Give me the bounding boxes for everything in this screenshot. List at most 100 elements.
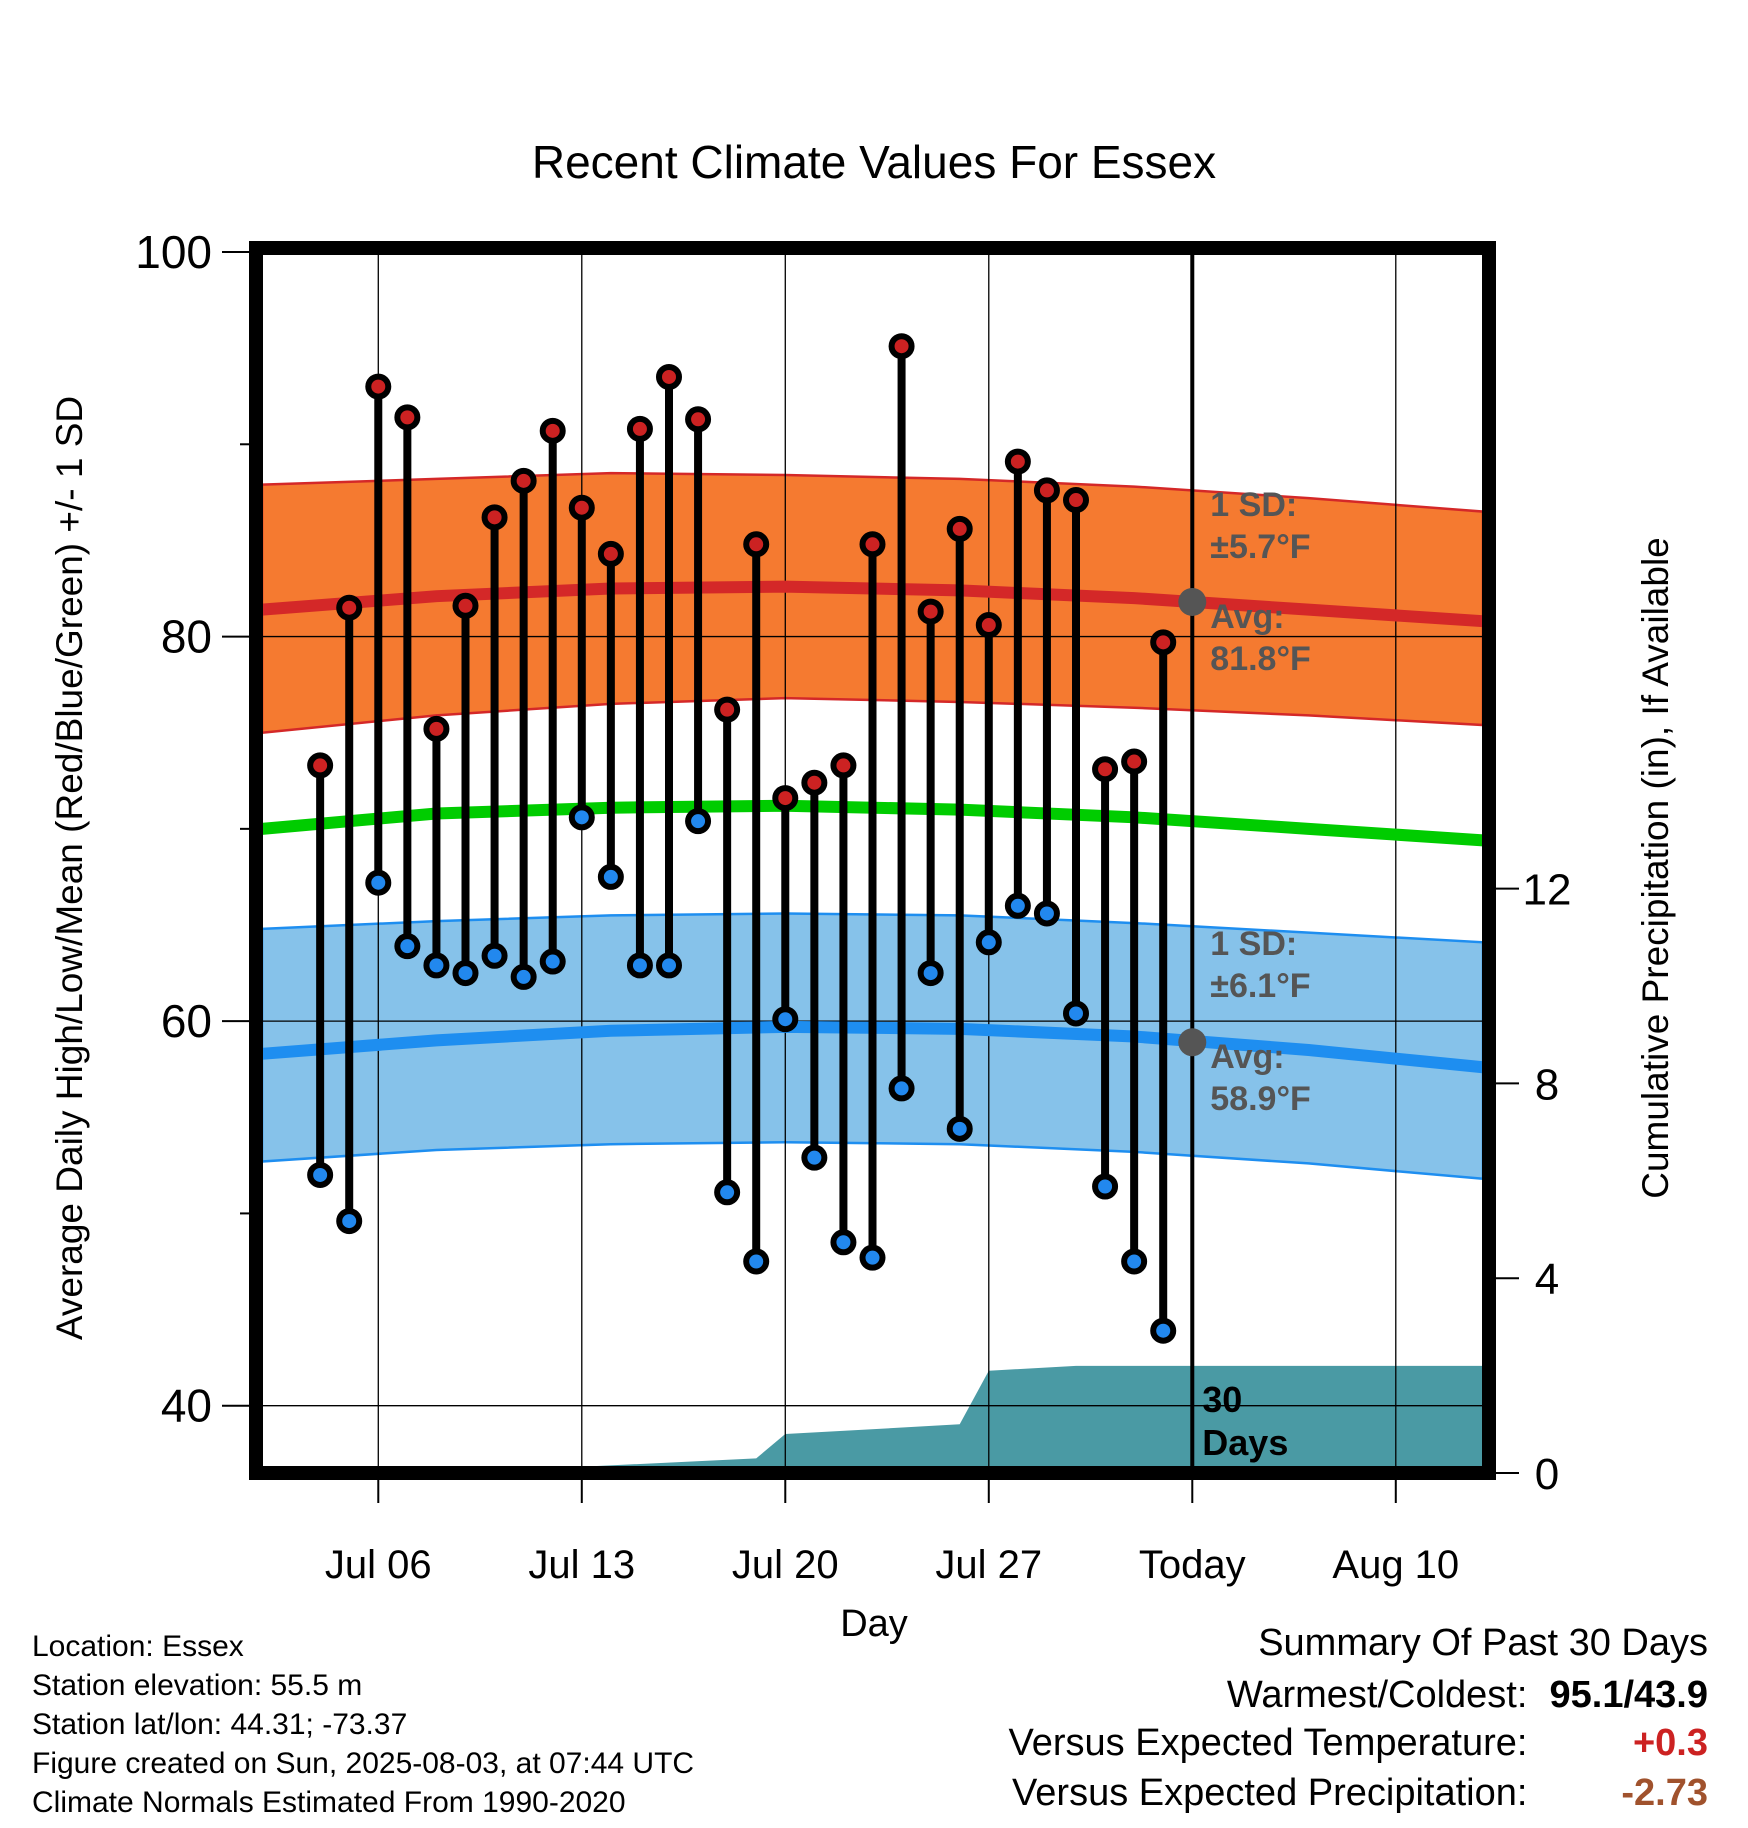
daily-low-point [481,942,508,969]
daily-low-point [452,960,479,987]
footer-location: Location: Essex [32,1630,244,1663]
summary-warm-cold-row: Warmest/Coldest: 95.1/43.9 [1227,1674,1708,1717]
daily-low-point [656,952,682,979]
footer-elevation: Station elevation: 55.5 m [32,1669,363,1702]
daily-high-point [946,515,973,542]
daily-high-point [510,467,537,494]
summary-precip-row: Versus Expected Precipitation: -2.73 [1012,1772,1708,1815]
y2-tick-label: 8 [1535,1060,1559,1109]
daily-low-point [888,1075,915,1102]
precipitation-area [262,1365,1483,1473]
low-avg-label: Avg: [1210,1038,1284,1076]
daily-low-point [1033,900,1060,927]
daily-high-point [801,769,828,796]
summary-warm-cold-value: 95.1/43.9 [1549,1674,1708,1716]
x-tick-label: Jul 06 [325,1543,432,1587]
daily-high-point [394,404,421,431]
daily-low-point [830,1229,857,1256]
daily-high-point [830,752,857,779]
daily-high-point [743,531,770,558]
daily-low-point [307,1161,334,1188]
daily-high-point [423,715,450,742]
daily-low-point [568,804,595,831]
daily-high-point [597,540,624,567]
daily-low-point [1121,1248,1148,1275]
daily-high-point [539,417,566,444]
x-axis-label: Day [840,1603,908,1645]
daily-high-point [1121,748,1148,775]
daily-low-point [365,869,392,896]
daily-high-point [1150,629,1177,656]
daily-high-point [365,373,392,400]
y2-tick-label: 4 [1535,1255,1559,1304]
summary-temp-label: Versus Expected Temperature: [1008,1722,1528,1764]
daily-high-point [626,415,653,442]
daily-low-point [336,1208,363,1235]
high-sd-label: 1 SD: [1210,486,1297,524]
daily-high-point [1063,487,1089,514]
daily-low-point [801,1144,828,1171]
plot-frame [249,241,1496,1480]
today-avg-high-marker [1178,587,1207,616]
daily-low-point [510,963,537,990]
x-tick-label: Today [1139,1543,1246,1587]
daily-high-point [656,363,682,390]
footer-normals: Climate Normals Estimated From 1990-2020 [32,1786,626,1819]
daily-low-point [685,808,712,835]
daily-low-point [423,952,450,979]
period-label-number: 30 [1202,1379,1242,1420]
daily-high-point [975,612,1002,639]
daily-low-point [1004,892,1031,919]
daily-low-point [714,1179,741,1206]
y-tick-label: 40 [161,1380,212,1432]
daily-high-point [336,594,363,621]
daily-high-point [568,494,595,521]
daily-low-point [539,948,566,975]
daily-low-point [1150,1317,1177,1344]
daily-low-point [1092,1173,1119,1200]
x-tick-label: Jul 13 [528,1543,635,1587]
low-sd-value: ±6.1°F [1210,967,1310,1005]
low-avg-value: 58.9°F [1210,1080,1311,1118]
daily-low-point [394,933,421,960]
daily-high-point [859,531,886,558]
today-avg-low-marker [1178,1028,1207,1057]
daily-high-point [714,696,741,723]
daily-high-point [307,752,334,779]
summary-temp-row: Versus Expected Temperature: +0.3 [1009,1722,1708,1765]
period-label-unit: Days [1202,1422,1288,1463]
daily-high-point [1004,448,1031,475]
x-tick-label: Jul 20 [732,1543,839,1587]
summary-temp-value: +0.3 [1632,1722,1708,1764]
daily-low-point [626,952,653,979]
low-sd-label: 1 SD: [1210,925,1297,963]
footer-latlon: Station lat/lon: 44.31; -73.37 [32,1708,408,1741]
y2-tick-label: 0 [1535,1450,1559,1499]
daily-high-point [888,333,915,360]
daily-high-point [917,598,944,625]
footer-created: Figure created on Sun, 2025-08-03, at 07… [32,1747,695,1780]
summary-heading: Summary Of Past 30 Days [1258,1622,1708,1664]
summary-precip-value: -2.73 [1621,1772,1708,1814]
daily-high-point [685,406,712,433]
daily-low-point [975,929,1002,956]
y-tick-label: 100 [135,226,212,278]
y-tick-label: 60 [161,995,212,1047]
y-tick-label: 80 [161,611,212,663]
daily-high-point [481,504,508,531]
daily-low-point [597,863,624,890]
summary-warm-cold-label: Warmest/Coldest: [1226,1674,1528,1716]
daily-high-point [1033,477,1060,504]
summary-precip-label: Versus Expected Precipitation: [1012,1772,1528,1814]
daily-low-point [772,1006,799,1033]
y2-axis-label: Cumulative Precipitation (in), If Availa… [1635,537,1676,1199]
daily-high-point [772,785,799,812]
chart-title: Recent Climate Values For Essex [532,136,1216,188]
y-axis-label: Average Daily High/Low/Mean (Red/Blue/Gr… [49,396,90,1340]
x-tick-label: Jul 27 [935,1543,1042,1587]
daily-high-point [452,592,479,619]
daily-low-point [743,1248,770,1275]
daily-low-point [859,1244,886,1271]
high-avg-label: Avg: [1210,598,1284,636]
